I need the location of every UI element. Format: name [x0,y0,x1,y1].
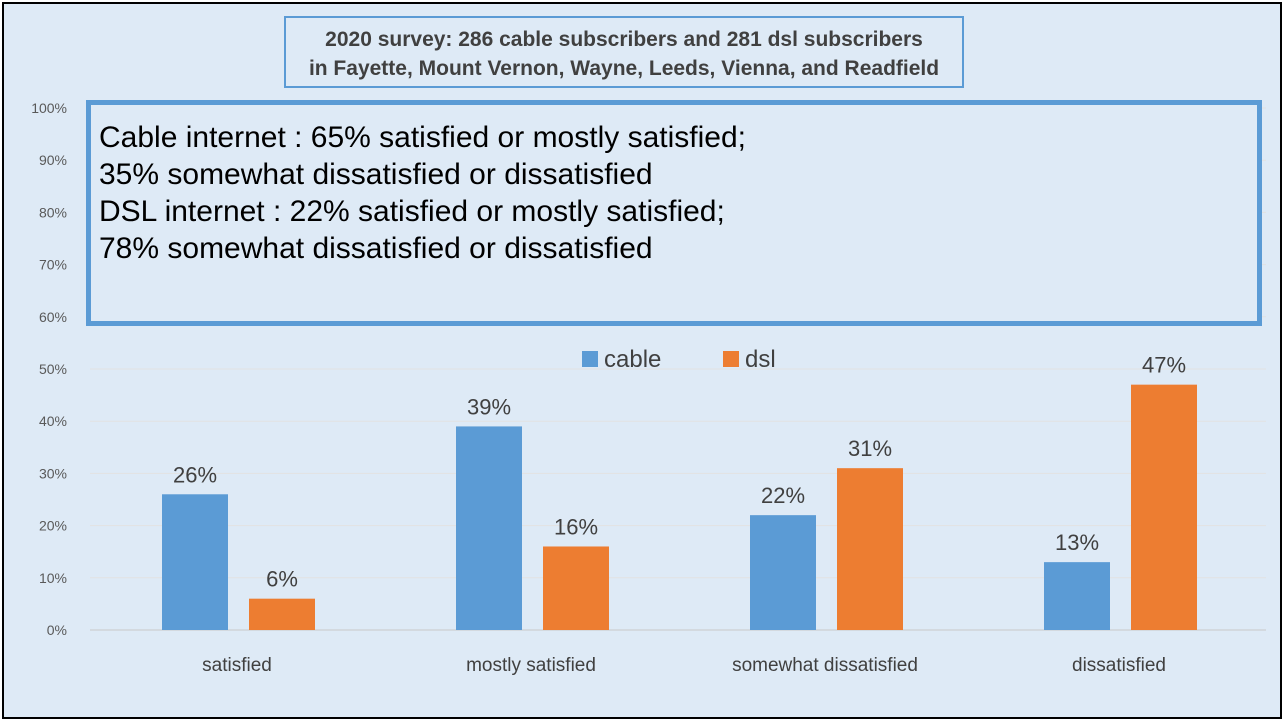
summary-line-dsl-satisfied: DSL internet : 22% satisfied or mostly s… [99,195,725,228]
y-tick-label: 20% [39,518,67,534]
y-tick-label: 40% [39,413,67,429]
x-category-label: satisfied [202,655,272,676]
summary-line-cable-dissatisfied: 35% somewhat dissatisfied or dissatisfie… [99,158,653,191]
legend-label-cable: cable [604,346,661,373]
y-tick-label: 30% [39,465,67,481]
summary-box: Cable internet : 65% satisfied or mostly… [86,100,1262,326]
data-label-cable: 26% [173,462,217,487]
y-tick-label: 90% [39,152,67,168]
data-label-cable: 22% [761,483,805,508]
legend-swatch-cable [582,351,598,367]
data-label-dsl: 6% [266,567,298,592]
bar-dsl [1131,384,1197,630]
x-category-label: dissatisfied [1072,655,1166,676]
summary-line-dsl-dissatisfied: 78% somewhat dissatisfied or dissatisfie… [99,232,653,265]
y-tick-label: 60% [39,309,67,325]
data-label-cable: 13% [1055,530,1099,555]
chart-title-box: 2020 survey: 286 cable subscribers and 2… [284,16,964,88]
summary-line-cable-satisfied: Cable internet : 65% satisfied or mostly… [99,121,746,154]
bar-cable [162,494,228,630]
legend-label-dsl: dsl [745,346,776,373]
x-category-label: somewhat dissatisfied [732,655,918,676]
y-tick-label: 0% [47,622,67,638]
data-label-dsl: 31% [848,436,892,461]
data-label-cable: 39% [467,394,511,419]
bar-dsl [249,598,315,630]
legend-swatch-dsl [723,351,739,367]
bar-chart: 0% 10% 20% 30% 40% 50% 60% 70% 80% 90% 100% 26% 6% sa… [31,100,1266,676]
data-label-dsl: 16% [554,514,598,539]
bar-cable [750,515,816,630]
data-label-dsl: 47% [1142,353,1186,378]
y-tick-label: 10% [39,570,67,586]
bar-cable [456,426,522,630]
bar-cable [1044,562,1110,630]
x-category-label: mostly satisfied [466,655,596,676]
y-tick-label: 100% [31,100,67,116]
y-tick-label: 80% [39,204,67,220]
y-tick-label: 50% [39,361,67,377]
chart-title-line-1: 2020 survey: 286 cable subscribers and 2… [325,28,923,51]
bar-dsl [543,546,609,630]
y-tick-label: 70% [39,257,67,273]
chart-title-line-2: in Fayette, Mount Vernon, Wayne, Leeds, … [308,57,940,80]
bar-dsl [837,468,903,630]
